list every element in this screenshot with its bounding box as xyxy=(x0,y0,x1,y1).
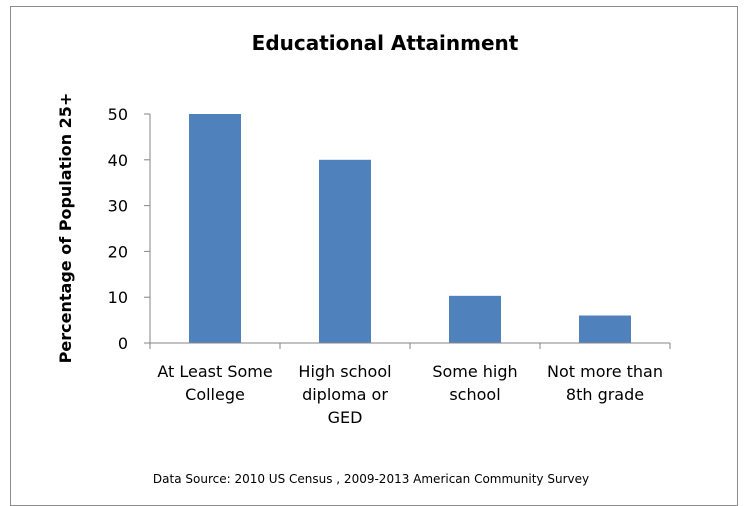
x-category-label: High school diploma or GED xyxy=(298,362,391,427)
y-tick-label: 50 xyxy=(108,105,128,124)
y-axis-label: Percentage of Population 25+ xyxy=(56,93,75,364)
bar xyxy=(189,114,241,343)
y-tick-label: 0 xyxy=(118,334,128,353)
bars xyxy=(189,114,631,343)
x-category-label: Some high school xyxy=(432,362,517,404)
chart-title: Educational Attainment xyxy=(252,31,519,55)
y-tick-label: 30 xyxy=(108,197,128,216)
y-tick-label: 10 xyxy=(108,288,128,307)
y-tick-label: 20 xyxy=(108,242,128,261)
x-category-label: Not more than 8th grade xyxy=(547,362,663,404)
x-category-label: At Least Some College xyxy=(157,362,272,404)
y-tick-label: 40 xyxy=(108,151,128,170)
chart-frame xyxy=(10,6,738,506)
bar xyxy=(319,159,371,343)
bar xyxy=(579,315,631,343)
bar xyxy=(449,295,501,343)
data-source-note: Data Source: 2010 US Census , 2009-2013 … xyxy=(153,472,589,486)
bar-chart: Educational Attainment Percentage of Pop… xyxy=(56,31,671,486)
x-axis: At Least Some College High school diploma o… xyxy=(149,342,671,427)
y-axis: 0 10 20 30 40 50 xyxy=(108,105,151,353)
